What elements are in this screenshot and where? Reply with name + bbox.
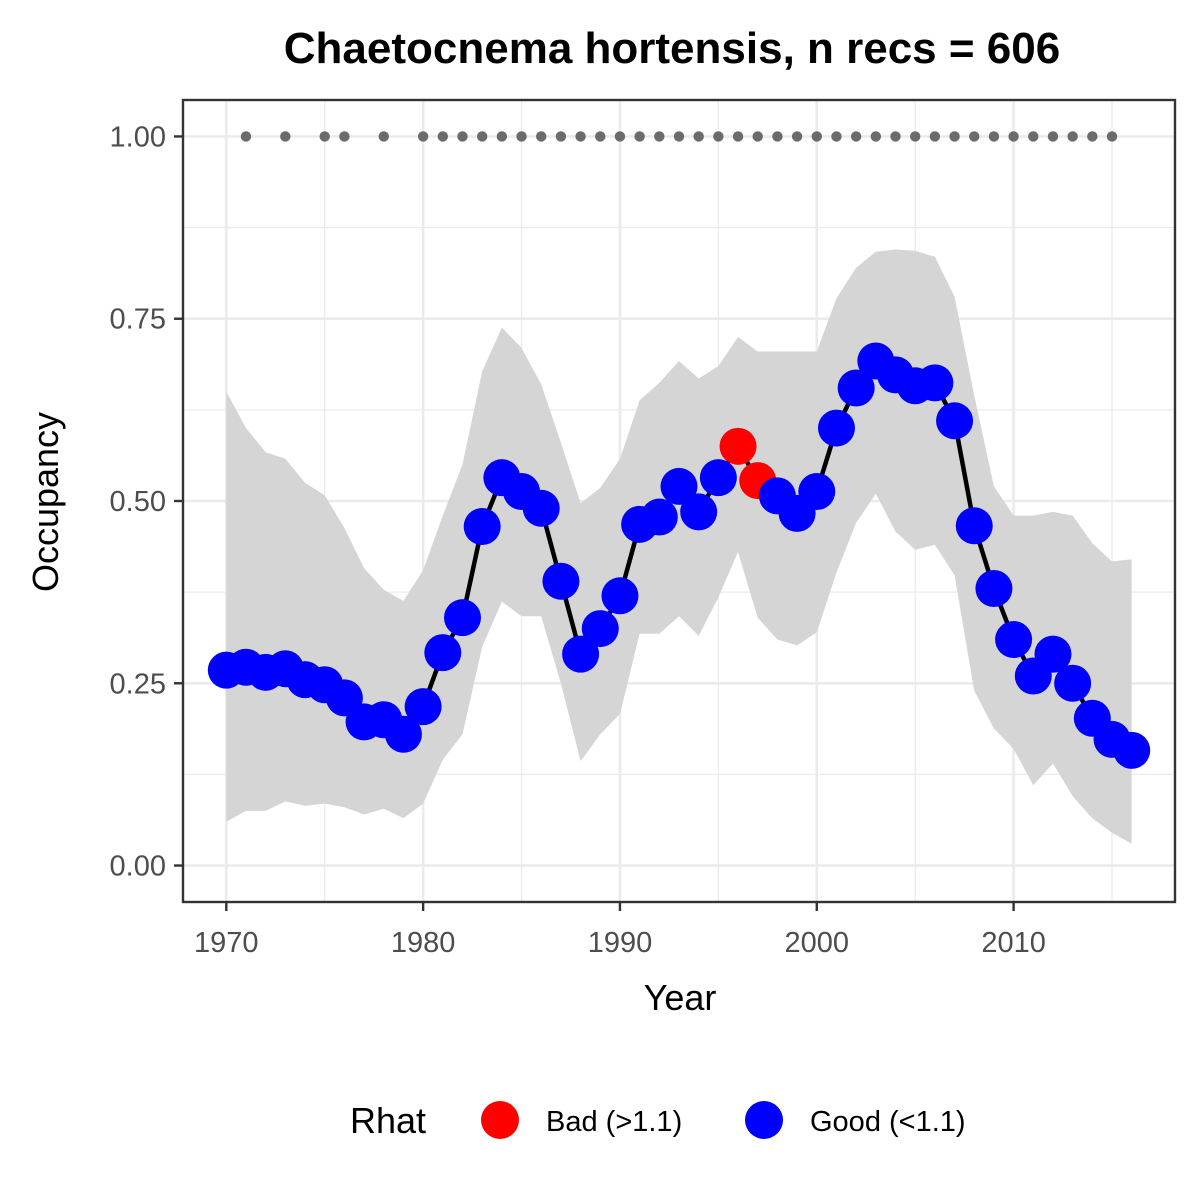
record-marker-1988 <box>575 131 586 142</box>
record-marker-1987 <box>555 131 567 142</box>
occupancy-point-1983 <box>463 508 501 546</box>
occupancy-point-1982 <box>443 599 481 637</box>
plot-panel <box>181 98 1177 904</box>
record-marker-1980 <box>417 131 429 142</box>
legend: Rhat Bad (>1.1) Good (<1.1) <box>350 1100 966 1141</box>
record-marker-1983 <box>476 131 488 142</box>
record-marker-1978 <box>378 131 389 142</box>
occupancy-point-1990 <box>601 577 639 615</box>
record-marker-1995 <box>713 131 724 142</box>
record-marker-1973 <box>280 131 291 142</box>
occupancy-point-2008 <box>955 507 993 545</box>
y-tick-label: 0.00 <box>110 851 166 883</box>
record-marker-2005 <box>909 131 921 142</box>
x-tick-label: 1980 <box>391 927 456 959</box>
occupancy-point-1996 <box>719 427 757 465</box>
occupancy-point-2009 <box>975 569 1013 607</box>
record-marker-1993 <box>673 131 685 142</box>
record-marker-2000 <box>811 131 822 142</box>
record-marker-2015 <box>1106 131 1118 142</box>
legend-title: Rhat <box>350 1100 426 1141</box>
record-marker-1998 <box>772 131 783 142</box>
occupancy-point-2010 <box>995 621 1033 659</box>
x-axis-title: Year <box>644 977 717 1018</box>
x-tick-label: 2000 <box>785 927 850 959</box>
occupancy-point-2007 <box>936 402 974 440</box>
record-marker-2002 <box>850 131 862 142</box>
record-marker-2003 <box>870 131 882 142</box>
y-axis-title: Occupancy <box>25 412 66 592</box>
record-marker-2007 <box>949 131 960 142</box>
y-tick-label: 0.50 <box>110 486 166 518</box>
legend-label-bad: Bad (>1.1) <box>546 1106 682 1138</box>
occupancy-point-2000 <box>798 473 836 511</box>
x-tick-label: 1990 <box>588 927 653 959</box>
x-axis: 1970 1980 1990 2000 2010 <box>194 902 1046 959</box>
occupancy-point-1988 <box>562 635 600 673</box>
record-marker-1996 <box>732 131 744 142</box>
occupancy-point-1986 <box>522 489 560 527</box>
occupancy-point-2013 <box>1054 664 1092 702</box>
occupancy-point-1994 <box>680 493 718 531</box>
y-axis: 0.00 0.25 0.50 0.75 1.00 <box>110 121 183 883</box>
occupancy-point-2002 <box>837 369 875 407</box>
record-marker-2014 <box>1087 131 1098 142</box>
occupancy-point-2001 <box>817 409 855 447</box>
record-marker-1999 <box>791 131 803 142</box>
occupancy-point-1995 <box>699 459 737 497</box>
occupancy-point-1987 <box>542 562 580 600</box>
record-marker-1990 <box>614 131 626 142</box>
x-tick-label: 1970 <box>194 927 259 959</box>
record-marker-1986 <box>536 131 547 142</box>
record-marker-2009 <box>988 131 1000 142</box>
y-tick-label: 1.00 <box>110 121 166 153</box>
y-tick-label: 0.25 <box>110 668 166 700</box>
occupancy-point-2016 <box>1113 731 1151 769</box>
chart-title: Chaetocnema hortensis, n recs = 606 <box>284 24 1060 73</box>
record-marker-1997 <box>752 131 763 142</box>
occupancy-point-1989 <box>581 610 619 648</box>
record-marker-2010 <box>1008 131 1019 142</box>
record-year-markers <box>240 131 1118 142</box>
record-marker-2008 <box>969 131 980 142</box>
legend-key-bad <box>481 1101 519 1139</box>
occupancy-point-1993 <box>660 467 698 505</box>
record-marker-2006 <box>929 131 941 142</box>
record-marker-2004 <box>890 131 901 142</box>
legend-label-good: Good (<1.1) <box>810 1106 966 1138</box>
occupancy-point-1981 <box>424 634 462 672</box>
record-marker-1984 <box>496 131 508 142</box>
occupancy-point-2012 <box>1034 635 1072 673</box>
record-marker-2001 <box>831 131 842 142</box>
record-marker-1982 <box>457 131 468 142</box>
occupancy-point-1979 <box>384 715 422 753</box>
record-marker-1992 <box>654 131 665 142</box>
record-marker-1991 <box>634 131 645 142</box>
x-tick-label: 2010 <box>981 927 1046 959</box>
occupancy-point-2006 <box>916 364 954 402</box>
occupancy-point-1992 <box>640 498 678 536</box>
occupancy-point-1980 <box>404 688 442 726</box>
legend-key-good <box>745 1101 783 1139</box>
record-marker-1994 <box>693 131 704 142</box>
record-marker-1975 <box>319 131 330 142</box>
occupancy-points <box>207 342 1151 769</box>
record-marker-2013 <box>1067 131 1078 142</box>
record-marker-2012 <box>1047 131 1059 142</box>
record-marker-1976 <box>339 131 350 142</box>
record-marker-1981 <box>437 131 449 142</box>
y-tick-label: 0.75 <box>110 304 166 336</box>
record-marker-1971 <box>240 131 252 142</box>
record-marker-1985 <box>516 131 527 142</box>
record-marker-1989 <box>595 131 606 142</box>
record-marker-2011 <box>1028 131 1039 142</box>
